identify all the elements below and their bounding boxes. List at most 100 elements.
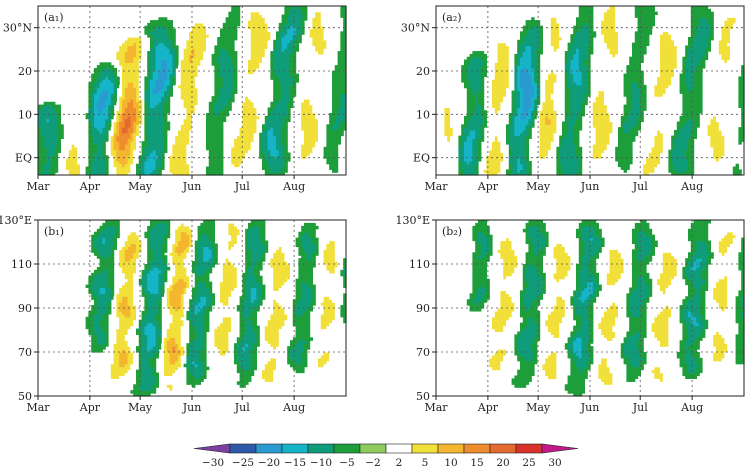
heat-cell (497, 65, 501, 69)
heat-cell (469, 132, 473, 137)
heat-cell (447, 172, 451, 176)
heat-cell (273, 104, 277, 108)
heat-cell (320, 59, 325, 63)
heat-cell (228, 20, 232, 24)
heat-cell (225, 42, 229, 47)
heat-cell (309, 39, 313, 44)
heat-cell (172, 62, 176, 66)
heat-cell (192, 96, 196, 100)
heat-cell (80, 124, 84, 128)
heat-cell (178, 113, 182, 117)
heat-cell (200, 20, 204, 24)
heat-cell (99, 104, 103, 108)
heat-cell (152, 149, 157, 154)
heat-cell (245, 101, 249, 106)
heat-cell (68, 166, 73, 170)
heat-cell (113, 98, 117, 103)
heat-cell (136, 144, 140, 148)
heat-cell (46, 155, 50, 159)
heat-cell (94, 101, 98, 106)
heat-cell (214, 166, 218, 170)
heat-cell (452, 107, 457, 111)
heat-cell (127, 76, 131, 80)
heat-cell (74, 163, 78, 168)
heat-cell (340, 107, 344, 111)
heat-cell (136, 93, 140, 97)
heat-cell (127, 113, 131, 117)
heat-cell (43, 127, 47, 131)
heat-cell (281, 20, 285, 24)
heat-cell (270, 53, 274, 58)
heat-cell (278, 82, 283, 86)
heat-cell (273, 149, 277, 154)
heat-cell (96, 158, 101, 162)
heat-cell (74, 152, 78, 156)
heat-cell (206, 121, 210, 125)
heat-cell (220, 39, 224, 44)
heat-cell (220, 141, 224, 145)
heat-cell (466, 90, 471, 94)
heat-cell (155, 146, 159, 151)
heat-cell (150, 73, 154, 78)
heat-cell (483, 113, 487, 117)
heat-cell (155, 141, 159, 145)
heat-cell (144, 141, 148, 145)
heat-cell (267, 28, 271, 32)
heat-cell (323, 20, 327, 24)
heat-cell (478, 96, 482, 100)
heat-cell (312, 56, 316, 61)
heat-cell (99, 124, 103, 128)
heat-cell (166, 163, 171, 168)
heat-cell (189, 155, 193, 159)
heat-cell (214, 124, 218, 128)
heat-cell (450, 118, 454, 123)
heat-cell (329, 149, 333, 154)
heat-cell (492, 96, 496, 100)
heat-cell (256, 42, 260, 47)
heat-cell (245, 65, 249, 69)
heat-cell (71, 93, 75, 97)
heat-cell (231, 160, 235, 165)
heat-cell (276, 121, 280, 125)
heat-cell (52, 144, 56, 148)
heat-cell (304, 155, 308, 159)
heat-cell (234, 70, 238, 75)
heat-cell (441, 118, 445, 123)
heat-cell (180, 135, 185, 139)
heat-cell (155, 172, 159, 176)
heat-cell (200, 31, 204, 35)
heat-cell (54, 124, 59, 128)
heat-cell (147, 166, 151, 170)
heat-cell (127, 124, 131, 128)
heat-cell (259, 36, 263, 41)
heat-cell (172, 28, 176, 32)
heat-cell (447, 90, 451, 94)
heat-cell (158, 135, 162, 139)
heat-cell (96, 141, 101, 145)
heat-cell (318, 6, 322, 10)
heat-cell (172, 166, 176, 170)
heat-cell (194, 87, 199, 92)
heat-cell (334, 82, 339, 86)
heat-cell (116, 169, 120, 173)
heat-cell (192, 149, 196, 154)
heat-cell (332, 104, 336, 108)
heat-cell (155, 110, 159, 114)
heat-cell (217, 98, 221, 103)
heat-cell (119, 135, 123, 139)
heat-cell (306, 121, 311, 125)
heat-cell (217, 104, 221, 108)
heat-cell (54, 152, 59, 156)
heat-cell (88, 138, 92, 142)
heat-cell (119, 73, 123, 78)
heat-cell (178, 129, 182, 134)
heat-cell (472, 51, 476, 55)
heat-cell (192, 70, 196, 75)
heat-cell (469, 144, 473, 148)
heat-cell (256, 11, 260, 16)
heat-cell (147, 59, 151, 63)
heat-cell (208, 172, 213, 176)
heat-cell (270, 73, 274, 78)
heat-cell (102, 121, 106, 125)
heat-cell (267, 160, 271, 165)
